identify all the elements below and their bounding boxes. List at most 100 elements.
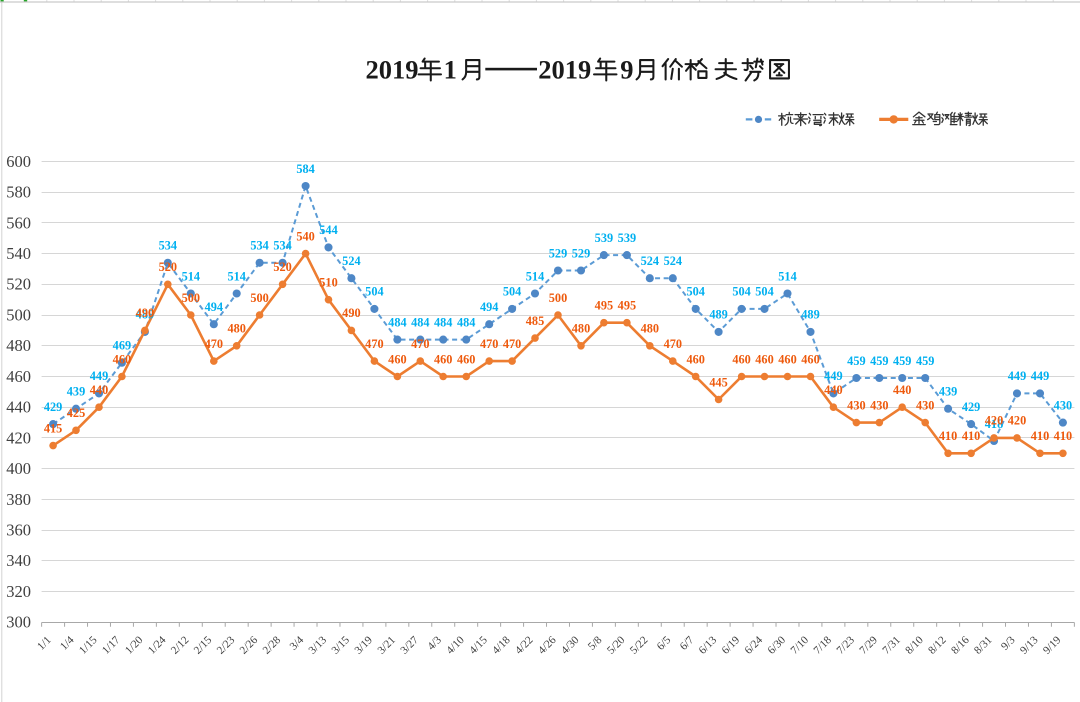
svg-text:460: 460 bbox=[778, 352, 796, 366]
svg-text:539: 539 bbox=[618, 231, 636, 245]
svg-text:459: 459 bbox=[893, 354, 911, 368]
svg-text:480: 480 bbox=[6, 336, 31, 355]
svg-text:449: 449 bbox=[1031, 369, 1049, 383]
svg-text:430: 430 bbox=[847, 398, 865, 412]
svg-text:460: 460 bbox=[388, 352, 406, 366]
svg-text:425: 425 bbox=[67, 406, 85, 420]
svg-text:410: 410 bbox=[962, 429, 980, 443]
svg-text:514: 514 bbox=[778, 269, 796, 283]
svg-text:460: 460 bbox=[801, 352, 819, 366]
svg-text:534: 534 bbox=[159, 239, 177, 253]
svg-text:449: 449 bbox=[90, 369, 108, 383]
svg-text:484: 484 bbox=[388, 315, 406, 329]
svg-text:449: 449 bbox=[1008, 369, 1026, 383]
svg-text:524: 524 bbox=[641, 254, 659, 268]
svg-text:430: 430 bbox=[870, 398, 888, 412]
svg-text:460: 460 bbox=[686, 352, 704, 366]
svg-text:500: 500 bbox=[250, 291, 268, 305]
svg-text:520: 520 bbox=[273, 260, 291, 274]
svg-text:420: 420 bbox=[6, 428, 31, 447]
svg-text:500: 500 bbox=[182, 291, 200, 305]
svg-text:520: 520 bbox=[6, 275, 31, 294]
svg-text:460: 460 bbox=[732, 352, 750, 366]
svg-text:439: 439 bbox=[939, 385, 957, 399]
svg-text:360: 360 bbox=[6, 521, 31, 540]
svg-text:480: 480 bbox=[227, 322, 245, 336]
svg-text:544: 544 bbox=[319, 223, 337, 237]
svg-text:460: 460 bbox=[6, 367, 31, 386]
svg-text:510: 510 bbox=[319, 276, 337, 290]
svg-text:495: 495 bbox=[595, 299, 613, 313]
svg-text:2019: 2019 bbox=[366, 55, 419, 85]
svg-text:529: 529 bbox=[549, 246, 567, 260]
svg-text:460: 460 bbox=[755, 352, 773, 366]
svg-text:484: 484 bbox=[411, 315, 429, 329]
svg-text:500: 500 bbox=[6, 305, 31, 324]
svg-text:489: 489 bbox=[709, 308, 727, 322]
svg-text:490: 490 bbox=[342, 306, 360, 320]
svg-text:440: 440 bbox=[90, 383, 108, 397]
svg-text:504: 504 bbox=[755, 285, 773, 299]
svg-text:600: 600 bbox=[6, 152, 31, 171]
svg-text:484: 484 bbox=[434, 315, 452, 329]
svg-text:514: 514 bbox=[526, 269, 544, 283]
svg-text:514: 514 bbox=[182, 269, 200, 283]
svg-text:484: 484 bbox=[457, 315, 475, 329]
svg-text:459: 459 bbox=[847, 354, 865, 368]
svg-text:440: 440 bbox=[6, 398, 31, 417]
svg-text:340: 340 bbox=[6, 551, 31, 570]
svg-text:504: 504 bbox=[686, 285, 704, 299]
svg-text:504: 504 bbox=[365, 285, 383, 299]
svg-text:2019: 2019 bbox=[538, 55, 591, 85]
svg-text:560: 560 bbox=[6, 213, 31, 232]
svg-text:490: 490 bbox=[136, 306, 154, 320]
svg-text:470: 470 bbox=[664, 337, 682, 351]
svg-text:420: 420 bbox=[1008, 414, 1026, 428]
svg-text:480: 480 bbox=[641, 322, 659, 336]
svg-text:380: 380 bbox=[6, 490, 31, 509]
svg-text:540: 540 bbox=[6, 244, 31, 263]
svg-text:494: 494 bbox=[480, 300, 498, 314]
svg-text:580: 580 bbox=[6, 183, 31, 202]
svg-text:460: 460 bbox=[457, 352, 475, 366]
svg-text:429: 429 bbox=[962, 400, 980, 414]
svg-text:470: 470 bbox=[503, 337, 521, 351]
svg-text:469: 469 bbox=[113, 339, 131, 353]
svg-text:480: 480 bbox=[572, 322, 590, 336]
svg-text:440: 440 bbox=[824, 383, 842, 397]
svg-text:445: 445 bbox=[709, 375, 727, 389]
svg-text:489: 489 bbox=[136, 308, 154, 322]
svg-text:460: 460 bbox=[434, 352, 452, 366]
svg-text:494: 494 bbox=[205, 300, 223, 314]
svg-text:470: 470 bbox=[411, 337, 429, 351]
svg-text:520: 520 bbox=[159, 260, 177, 274]
svg-text:489: 489 bbox=[801, 308, 819, 322]
svg-text:410: 410 bbox=[1031, 429, 1049, 443]
svg-text:504: 504 bbox=[503, 285, 521, 299]
svg-text:524: 524 bbox=[342, 254, 360, 268]
svg-text:524: 524 bbox=[664, 254, 682, 268]
svg-text:500: 500 bbox=[549, 291, 567, 305]
svg-text:1: 1 bbox=[444, 55, 457, 85]
svg-text:415: 415 bbox=[44, 421, 62, 435]
svg-text:320: 320 bbox=[6, 582, 31, 601]
svg-text:430: 430 bbox=[1054, 398, 1072, 412]
svg-text:460: 460 bbox=[113, 352, 131, 366]
svg-text:584: 584 bbox=[296, 162, 314, 176]
svg-text:420: 420 bbox=[985, 414, 1003, 428]
svg-text:418: 418 bbox=[985, 417, 1003, 431]
svg-text:514: 514 bbox=[227, 269, 245, 283]
svg-text:430: 430 bbox=[916, 398, 934, 412]
svg-text:9: 9 bbox=[620, 55, 633, 85]
svg-text:470: 470 bbox=[480, 337, 498, 351]
svg-text:470: 470 bbox=[365, 337, 383, 351]
svg-text:529: 529 bbox=[572, 246, 590, 260]
svg-text:429: 429 bbox=[44, 400, 62, 414]
svg-text:485: 485 bbox=[526, 314, 544, 328]
svg-text:459: 459 bbox=[916, 354, 934, 368]
svg-text:300: 300 bbox=[6, 613, 31, 632]
svg-text:439: 439 bbox=[67, 385, 85, 399]
svg-text:440: 440 bbox=[893, 383, 911, 397]
svg-text:400: 400 bbox=[6, 459, 31, 478]
svg-text:410: 410 bbox=[939, 429, 957, 443]
